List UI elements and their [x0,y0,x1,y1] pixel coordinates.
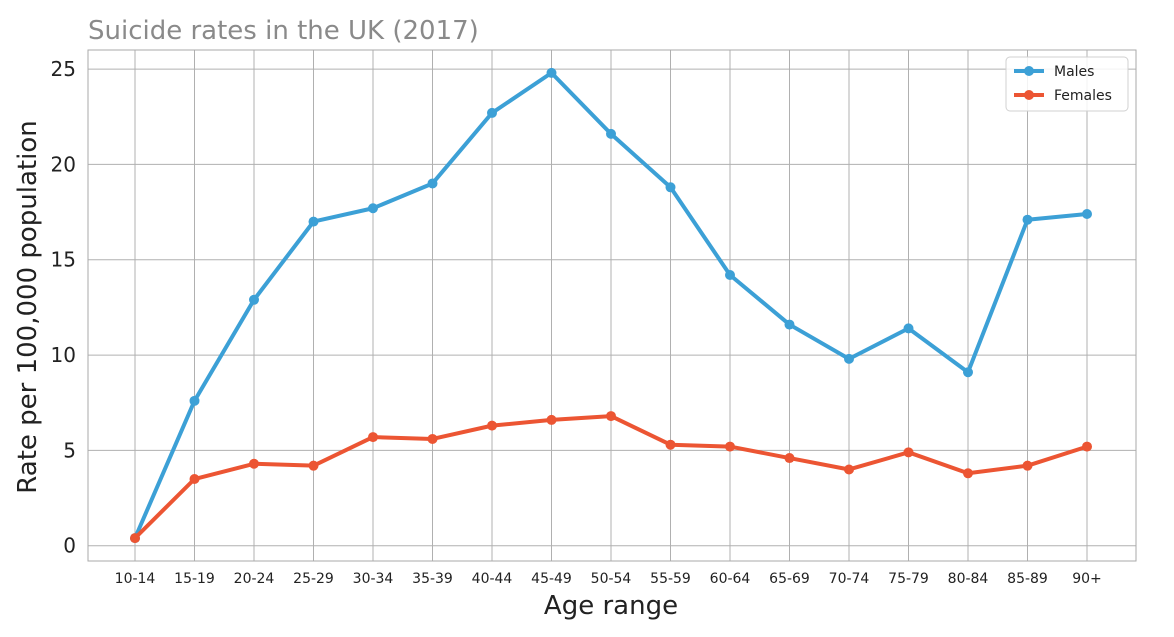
data-point [427,178,438,189]
data-point [249,458,259,469]
x-tick-label: 80-84 [948,571,989,587]
data-point [1022,460,1033,471]
data-point [606,128,616,139]
data-point [487,107,497,118]
data-point [546,414,557,425]
data-point [1022,214,1033,225]
data-point [844,464,854,475]
legend-label: Females [1054,88,1112,104]
plot-area-frame [87,49,1137,562]
legend: Males Females [1005,56,1129,112]
x-tick-label: 25-29 [293,571,334,587]
y-tick-label: 10 [51,343,76,367]
data-point [249,294,259,305]
data-point [903,323,914,334]
x-tick-label: 90+ [1072,571,1102,587]
data-point [665,439,676,450]
x-tick-label: 70-74 [829,571,870,587]
data-point [308,460,319,471]
x-tick-label: 75-79 [888,571,929,587]
data-point [725,269,735,280]
y-tick-label: 0 [63,534,76,558]
data-point [963,367,973,378]
y-axis-ticks: 0 5 10 15 20 25 [51,57,76,558]
y-tick-label: 20 [51,152,76,176]
x-tick-label: 50-54 [591,571,632,587]
data-point [368,432,378,443]
x-tick-label: 20-24 [234,571,275,587]
data-point [1082,208,1092,219]
y-tick-label: 15 [51,248,76,272]
data-point [784,319,795,330]
legend-swatch-marker [1024,66,1034,76]
x-tick-label: 55-59 [650,571,691,587]
x-axis-ticks: 10-14 15-19 20-24 25-29 30-34 35-39 40-44 45-49… [115,571,1102,587]
x-tick-label: 65-69 [769,571,810,587]
data-point [189,474,200,485]
data-point [427,433,438,444]
x-tick-label: 35-39 [412,571,453,587]
data-point [963,468,973,479]
data-point [665,182,676,193]
data-point [189,395,200,406]
y-tick-label: 5 [63,438,76,462]
x-tick-label: 40-44 [472,571,513,587]
data-point [308,216,319,227]
data-point [487,420,497,431]
x-tick-label: 85-89 [1007,571,1048,587]
data-point [546,67,557,78]
x-tick-label: 30-34 [353,571,394,587]
legend-swatch-marker [1024,90,1034,100]
series-lines [130,67,1092,544]
x-tick-label: 45-49 [531,571,572,587]
data-point [725,441,735,452]
legend-item-males: Males [1014,64,1094,80]
data-point [606,411,616,422]
grid [88,50,1136,561]
y-tick-label: 25 [51,57,76,81]
x-tick-label: 15-19 [174,571,215,587]
data-point [844,353,854,364]
chart-title: Suicide rates in the UK (2017) [88,16,479,46]
x-axis-label: Age range [544,591,678,621]
y-axis-label: Rate per 100,000 population [13,120,43,493]
data-point [368,203,378,214]
data-point [903,447,914,458]
series-females [130,411,1092,544]
legend-label: Males [1054,64,1094,80]
x-tick-label: 60-64 [710,571,751,587]
x-tick-label: 10-14 [115,571,156,587]
data-point [784,453,795,464]
legend-item-females: Females [1014,88,1112,104]
data-point [130,533,140,544]
data-point [1082,441,1092,452]
